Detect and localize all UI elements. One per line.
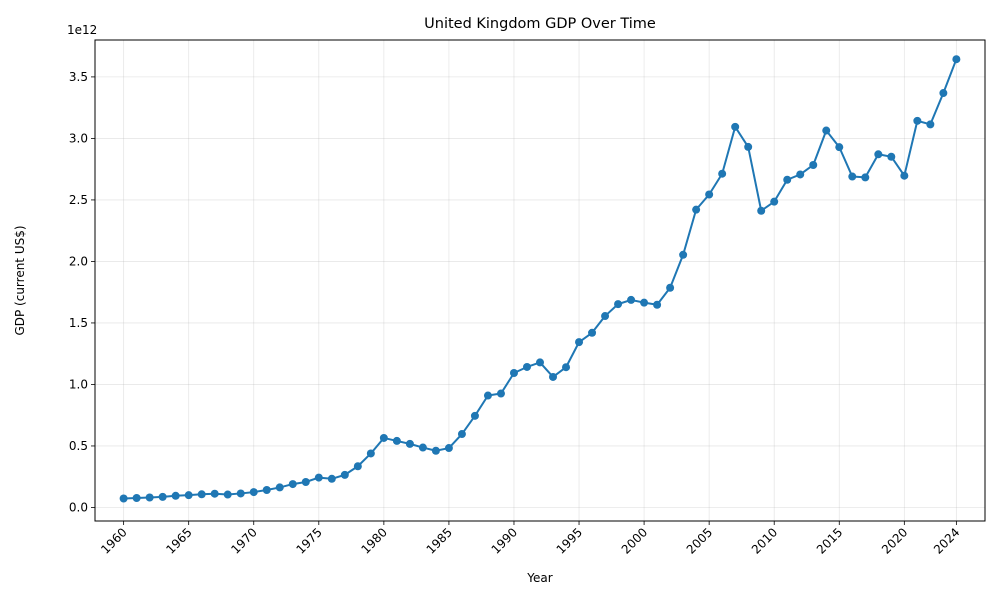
x-tick-label: 1990 xyxy=(489,525,520,556)
data-point xyxy=(353,462,362,471)
y-axis-offset-label: 1e12 xyxy=(67,23,97,37)
x-tick-label: 2015 xyxy=(814,525,845,556)
data-point xyxy=(575,338,584,347)
y-tick-label: 2.0 xyxy=(69,254,88,268)
data-point xyxy=(171,491,180,500)
data-point xyxy=(145,493,154,502)
data-point xyxy=(692,205,701,214)
x-tick-label: 1975 xyxy=(293,525,324,556)
data-point xyxy=(627,295,636,304)
data-point xyxy=(601,312,610,321)
data-point xyxy=(614,300,623,309)
data-point xyxy=(483,391,492,400)
data-point xyxy=(262,485,271,494)
x-axis-label: Year xyxy=(526,571,552,585)
data-point xyxy=(431,446,440,455)
x-tick-label: 2005 xyxy=(684,525,715,556)
x-axis-ticks: 1960 1965 1970 1975 1980 1985 1990 1995 2000 2005… xyxy=(98,521,962,557)
data-point xyxy=(848,172,857,181)
data-point xyxy=(223,490,232,499)
data-point xyxy=(522,362,531,371)
data-point xyxy=(770,197,779,206)
y-tick-label: 1.5 xyxy=(69,316,88,330)
data-point xyxy=(939,89,948,98)
data-point xyxy=(509,369,518,378)
data-point xyxy=(366,449,375,458)
data-point xyxy=(236,489,245,498)
grid-lines xyxy=(95,40,985,521)
x-tick-label: 2020 xyxy=(879,525,910,556)
data-point xyxy=(835,143,844,152)
data-point xyxy=(301,478,310,487)
x-tick-label: 1980 xyxy=(358,525,389,556)
data-point xyxy=(457,430,466,439)
x-tick-label: 2000 xyxy=(619,525,650,556)
data-point xyxy=(718,169,727,178)
data-point xyxy=(275,483,284,492)
data-point xyxy=(536,358,544,367)
data-point xyxy=(900,171,909,180)
x-tick-label: 1960 xyxy=(98,525,129,556)
data-point xyxy=(327,474,336,483)
data-point xyxy=(119,494,128,503)
chart-title: United Kingdom GDP Over Time xyxy=(424,16,656,32)
x-tick-label: 1995 xyxy=(554,525,585,556)
data-point xyxy=(470,411,479,420)
data-point xyxy=(666,283,675,292)
y-tick-label: 0.5 xyxy=(69,439,88,453)
data-point xyxy=(874,150,883,159)
data-point xyxy=(926,120,935,129)
data-point xyxy=(887,152,896,161)
series-line xyxy=(123,58,958,500)
data-point xyxy=(314,473,323,482)
data-point xyxy=(640,298,649,307)
y-tick-label: 2.5 xyxy=(69,193,88,207)
data-point xyxy=(913,116,922,125)
data-point xyxy=(405,439,414,448)
data-point xyxy=(822,126,831,135)
data-point xyxy=(809,160,818,169)
x-tick-label: 2010 xyxy=(749,525,780,556)
data-point xyxy=(197,490,206,499)
y-axis-ticks: 0.0 0.5 1.0 1.5 2.0 2.5 3.0 3.5 xyxy=(69,70,95,514)
data-point xyxy=(653,300,662,309)
x-tick-label: 1985 xyxy=(424,525,455,556)
data-point xyxy=(444,444,453,453)
data-point xyxy=(705,190,714,199)
data-point xyxy=(861,173,870,182)
x-tick-label: 1965 xyxy=(163,525,194,556)
data-point xyxy=(184,491,193,500)
data-point xyxy=(249,488,258,497)
data-point xyxy=(288,480,297,489)
data-point xyxy=(392,436,401,445)
y-axis-label: GDP (current US$) xyxy=(13,225,27,335)
data-point xyxy=(158,492,167,501)
data-point xyxy=(418,443,427,452)
data-point xyxy=(379,433,388,442)
data-point xyxy=(549,372,558,381)
x-tick-label: 2024 xyxy=(931,525,962,556)
x-tick-label: 1970 xyxy=(228,525,259,556)
data-point xyxy=(496,389,505,398)
y-tick-label: 0.0 xyxy=(69,500,88,514)
series-layer xyxy=(119,55,961,503)
data-point xyxy=(679,250,688,259)
y-tick-label: 3.0 xyxy=(69,131,88,145)
data-point xyxy=(132,493,141,502)
y-tick-label: 1.0 xyxy=(69,377,88,391)
data-point xyxy=(744,142,753,151)
data-point xyxy=(588,328,597,337)
data-point xyxy=(731,122,740,131)
data-point xyxy=(210,489,219,498)
data-point xyxy=(562,363,571,372)
data-point xyxy=(757,206,766,215)
data-point xyxy=(340,470,349,479)
data-point xyxy=(796,170,805,179)
plot-area-frame xyxy=(94,39,986,522)
y-tick-label: 3.5 xyxy=(69,70,88,84)
data-point xyxy=(952,55,961,64)
data-point xyxy=(783,175,792,184)
